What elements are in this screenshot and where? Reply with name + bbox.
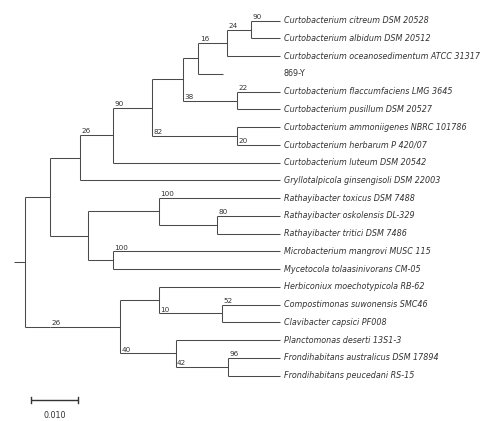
Text: Compostimonas suwonensis SMC46: Compostimonas suwonensis SMC46 [284,300,427,309]
Text: Curtobacterium herbarum P 420/07: Curtobacterium herbarum P 420/07 [284,140,426,149]
Text: Microbacterium mangrovi MUSC 115: Microbacterium mangrovi MUSC 115 [284,247,430,256]
Text: 26: 26 [81,128,91,134]
Text: Curtobacterium ammoniigenes NBRC 101786: Curtobacterium ammoniigenes NBRC 101786 [284,123,467,132]
Text: Mycetocola tolaasinivorans CM-05: Mycetocola tolaasinivorans CM-05 [284,264,421,274]
Text: Curtobacterium pusillum DSM 20527: Curtobacterium pusillum DSM 20527 [284,105,432,114]
Text: 96: 96 [229,351,239,357]
Text: Clavibacter capsici PF008: Clavibacter capsici PF008 [284,318,386,327]
Text: 42: 42 [177,360,186,366]
Text: 10: 10 [160,306,170,313]
Text: 100: 100 [160,191,174,197]
Text: Curtobacterium flaccumfaciens LMG 3645: Curtobacterium flaccumfaciens LMG 3645 [284,87,452,96]
Text: Planctomonas deserti 13S1-3: Planctomonas deserti 13S1-3 [284,336,401,344]
Text: 100: 100 [114,245,128,250]
Text: 80: 80 [219,209,228,215]
Text: Curtobacterium albidum DSM 20512: Curtobacterium albidum DSM 20512 [284,34,430,43]
Text: Frondihabitans australicus DSM 17894: Frondihabitans australicus DSM 17894 [284,353,439,362]
Text: 16: 16 [200,36,209,42]
Text: 20: 20 [239,138,248,144]
Text: 26: 26 [51,320,60,326]
Text: 24: 24 [228,23,238,29]
Text: 82: 82 [153,129,163,135]
Text: Herbiconiux moechotypicola RB-62: Herbiconiux moechotypicola RB-62 [284,282,424,291]
Text: Rathayibacter oskolensis DL-329: Rathayibacter oskolensis DL-329 [284,211,414,220]
Text: Frondihabitans peucedani RS-15: Frondihabitans peucedani RS-15 [284,371,414,380]
Text: 90: 90 [114,101,123,107]
Text: Rathayibacter tritici DSM 7486: Rathayibacter tritici DSM 7486 [284,229,407,238]
Text: Gryllotalpicola ginsengisoli DSM 22003: Gryllotalpicola ginsengisoli DSM 22003 [284,176,440,185]
Text: 0.010: 0.010 [44,410,66,420]
Text: 90: 90 [253,14,262,20]
Text: 40: 40 [121,346,131,352]
Text: 22: 22 [239,85,248,91]
Text: Curtobacterium citreum DSM 20528: Curtobacterium citreum DSM 20528 [284,16,428,25]
Text: Rathayibacter toxicus DSM 7488: Rathayibacter toxicus DSM 7488 [284,194,415,203]
Text: 869-Y: 869-Y [284,69,305,78]
Text: Curtobacterium oceanosedimentum ATCC 31317: Curtobacterium oceanosedimentum ATCC 313… [284,52,480,61]
Text: 38: 38 [184,94,194,100]
Text: Curtobacterium luteum DSM 20542: Curtobacterium luteum DSM 20542 [284,158,426,167]
Text: 52: 52 [224,298,233,304]
